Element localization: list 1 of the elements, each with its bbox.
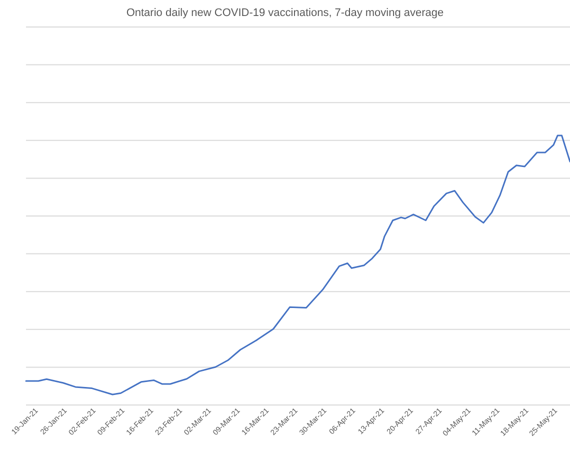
chart-title: Ontario daily new COVID-19 vaccinations, 7-day moving average	[126, 7, 444, 19]
